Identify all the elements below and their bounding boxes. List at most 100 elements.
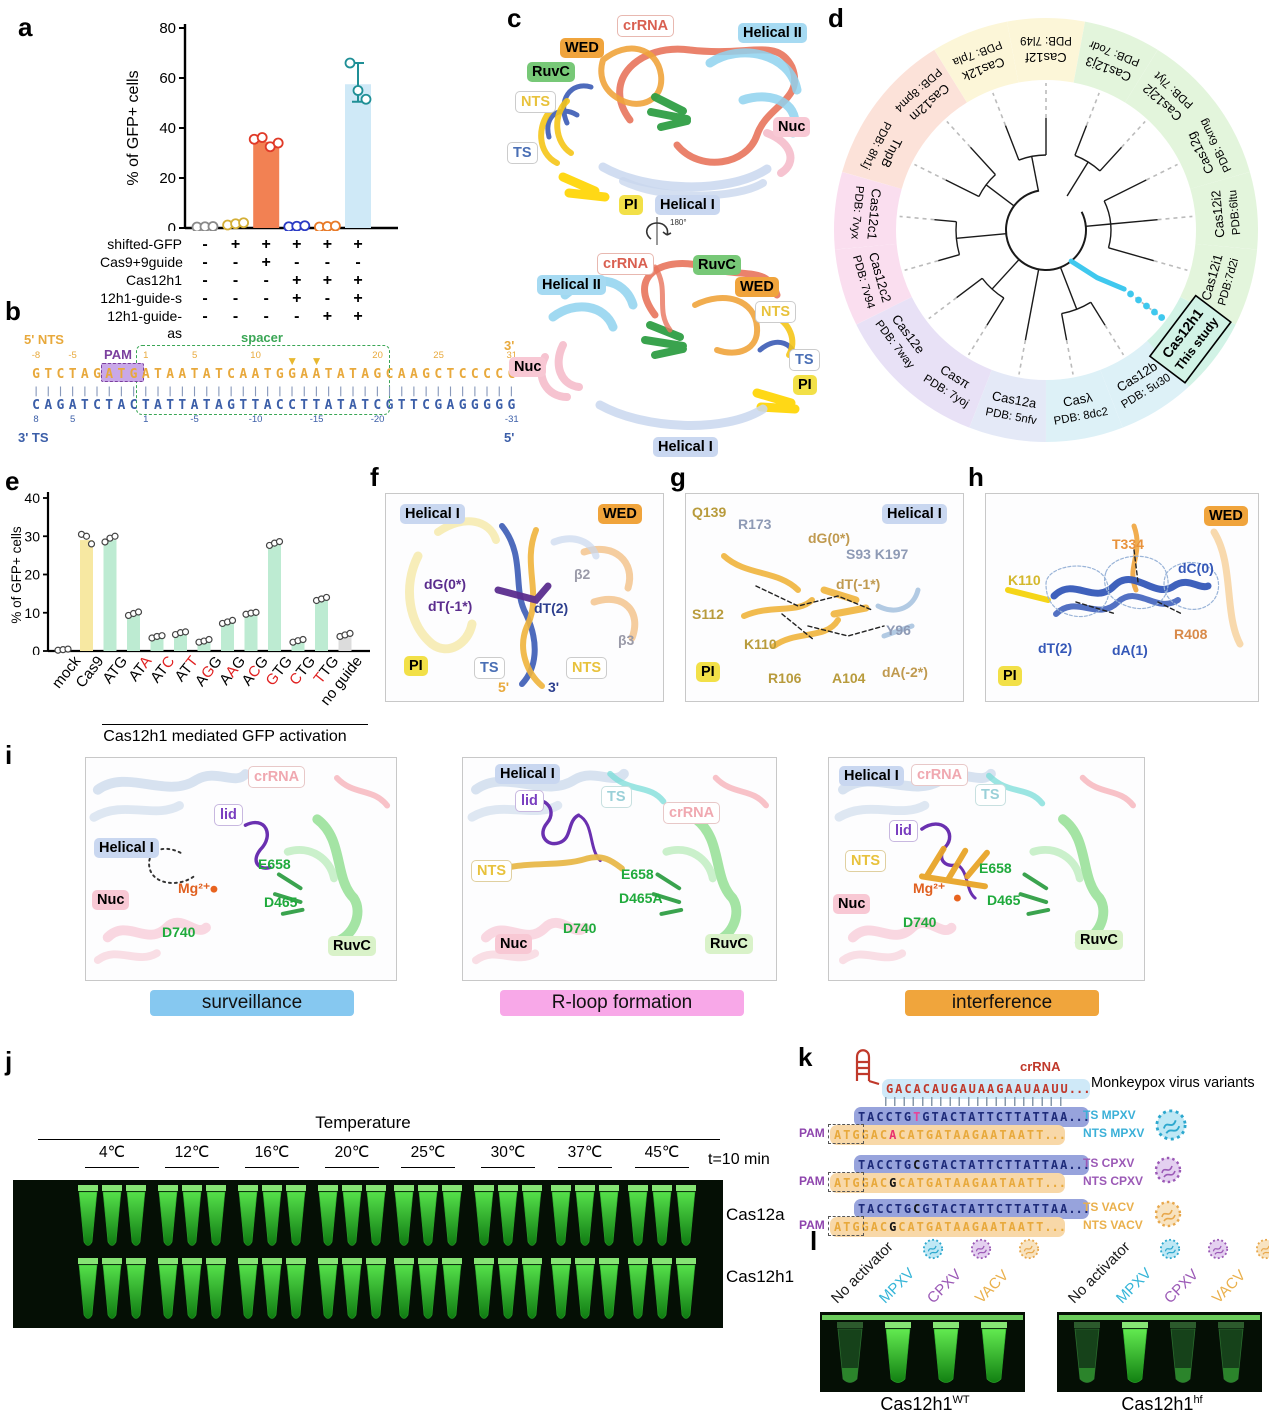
rect-element: [418, 1258, 438, 1264]
line-element: [1108, 247, 1154, 262]
base: T: [999, 1128, 1007, 1142]
path-element: [652, 1191, 672, 1246]
label-nuc: Nuc: [833, 894, 871, 914]
ts-base: T: [312, 398, 321, 413]
base: A: [935, 1128, 943, 1142]
panel-letter-b: b: [5, 296, 21, 326]
path-element: [955, 221, 961, 255]
label-ts: TS: [507, 142, 538, 164]
base: T: [1026, 1176, 1035, 1190]
ts-base: A: [263, 398, 272, 413]
path-element: [842, 1368, 858, 1383]
condition-cell: +: [261, 236, 271, 253]
rect-element: [418, 1185, 438, 1191]
path-element: [551, 1191, 571, 1246]
base: T: [1041, 1158, 1049, 1172]
position-number-bottom: -10: [248, 414, 263, 425]
base: C: [995, 1158, 1004, 1172]
label-wed: WED: [560, 38, 604, 58]
base: T: [1032, 1158, 1040, 1172]
path-element: [755, 585, 885, 641]
panel-c-structure-views: crRNA WED RuvC NTS TS Helical II Nuc PI Helical …: [505, 5, 835, 465]
label-pi: PI: [619, 195, 643, 215]
pair-tick: |: [386, 386, 393, 397]
line-element: [1085, 92, 1100, 126]
rotation-180-icon: 180°: [645, 217, 687, 245]
line-element: [946, 120, 972, 148]
text-element: 0: [32, 643, 40, 655]
pam-label: PAM: [799, 1174, 825, 1188]
condition-cell: +: [353, 236, 363, 253]
label-nts: NTS: [471, 860, 512, 882]
base: A: [889, 1128, 897, 1142]
base: T: [843, 1128, 851, 1142]
path-element: [1125, 49, 1216, 140]
pair-tick: |: [106, 386, 113, 397]
ts-base: C: [93, 398, 101, 413]
path-element: [934, 21, 1019, 103]
panel-letter-f: f: [370, 462, 379, 492]
path-element: [158, 1191, 178, 1246]
category-label: ATA: [125, 653, 155, 685]
path-element: [1164, 1245, 1176, 1255]
path-element: [1023, 1245, 1035, 1255]
nts-sequence: A T G G A C A C A T G A T A A G A A T A A T T...: [830, 1125, 1066, 1145]
virus-icon-cpxv: [1207, 1238, 1229, 1260]
base: T: [944, 1176, 952, 1190]
crrna-label: crRNA: [1020, 1059, 1061, 1074]
circle-element: [299, 220, 311, 231]
nts-base: T: [190, 367, 199, 382]
base: G: [903, 1110, 912, 1124]
rect-element: [1148, 294, 1232, 384]
rect-element: [1122, 1322, 1148, 1328]
panel-letter-i: i: [5, 740, 13, 770]
ts-base: T: [300, 398, 309, 413]
base: T: [959, 1202, 967, 1216]
base: T: [1004, 1202, 1013, 1216]
path-element: [628, 1264, 648, 1319]
text-element: Cas12i2: [1208, 190, 1227, 239]
nts-sequence: A T G G A C G C A T G A T A A G A A T A A T T...: [830, 1217, 1066, 1237]
label-helicali: Helical I: [653, 437, 718, 457]
base: G: [903, 1158, 912, 1172]
path-element: [522, 1264, 542, 1319]
path-element: [471, 949, 540, 965]
base: T: [1032, 1202, 1040, 1216]
line-element: [1018, 339, 1027, 375]
path-element: [148, 847, 197, 884]
circle-element: [238, 217, 250, 229]
nts-base: A: [409, 367, 418, 382]
ts-base: A: [68, 398, 77, 413]
line-element: [1060, 313, 1068, 341]
condition-cell: -: [294, 254, 300, 271]
path-element: [499, 523, 538, 687]
rect-element: [206, 1185, 226, 1191]
label-ruvc: RuvC: [693, 255, 741, 275]
rect-element: [238, 1258, 258, 1264]
path-element: [1058, 814, 1109, 948]
rect-element: [676, 1185, 696, 1191]
ts-sequence: T A C C T G T G T A C T A T T C T T A T T A A...: [854, 1107, 1090, 1127]
path-element: [875, 587, 921, 639]
path-element: [712, 774, 769, 809]
label-ts: TS: [474, 657, 505, 679]
path-element: [182, 1264, 202, 1319]
path-element: [599, 1191, 619, 1246]
path-element: [334, 775, 391, 809]
nts-3prime-label: 3': [504, 338, 515, 353]
pair-tick: |: [45, 386, 52, 397]
crrna-ts-pairing: [885, 1097, 1069, 1106]
lane-label-vacv: VACV: [1208, 1266, 1250, 1307]
path-element: [855, 1049, 880, 1085]
nts-base: G: [32, 367, 40, 382]
path-element: [498, 1264, 518, 1319]
condition-cell: -: [263, 272, 269, 289]
gel-row-label-cas12a: Cas12a: [726, 1205, 785, 1224]
nts-base: A: [141, 367, 150, 382]
label-r106: R106: [768, 670, 802, 686]
base: A: [1017, 1128, 1025, 1142]
ts-base: C: [422, 398, 430, 413]
base: A: [990, 1176, 998, 1190]
label-dg0: dG(0*): [424, 576, 466, 592]
pair-tick: |: [215, 386, 222, 397]
